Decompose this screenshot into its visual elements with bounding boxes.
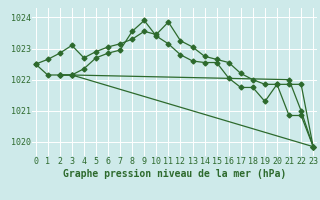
- X-axis label: Graphe pression niveau de la mer (hPa): Graphe pression niveau de la mer (hPa): [63, 169, 286, 179]
